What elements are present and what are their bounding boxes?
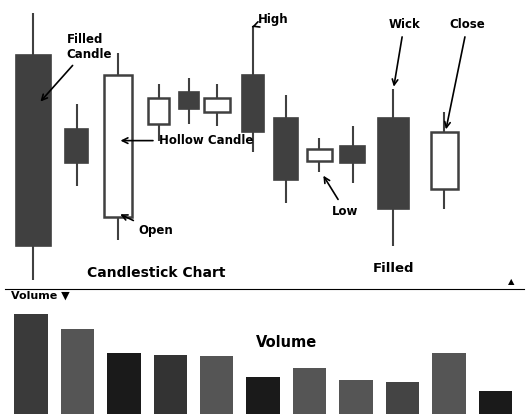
- Bar: [340, 146, 365, 163]
- Bar: [200, 356, 233, 414]
- Text: Volume: Volume: [256, 334, 317, 349]
- Bar: [479, 390, 512, 414]
- Bar: [274, 118, 298, 181]
- Bar: [14, 314, 48, 414]
- Text: Hollow Candle: Hollow Candle: [122, 134, 253, 147]
- Text: Filled
Candle: Filled Candle: [42, 33, 112, 100]
- Text: Close: Close: [445, 18, 485, 127]
- Bar: [431, 132, 458, 189]
- Bar: [339, 380, 373, 414]
- Bar: [107, 353, 141, 414]
- Bar: [148, 98, 169, 124]
- Text: Low: Low: [324, 177, 359, 218]
- Bar: [153, 355, 187, 414]
- Bar: [66, 129, 88, 163]
- Text: High: High: [253, 13, 289, 27]
- Text: Filled: Filled: [372, 262, 414, 275]
- Text: Volume ▼: Volume ▼: [11, 291, 69, 301]
- Bar: [179, 92, 199, 110]
- Bar: [205, 98, 230, 112]
- Bar: [15, 55, 51, 246]
- Text: Open: Open: [122, 215, 173, 237]
- Bar: [386, 382, 419, 414]
- Bar: [247, 377, 280, 414]
- Bar: [242, 75, 263, 132]
- Text: ▲: ▲: [508, 277, 514, 285]
- Bar: [61, 329, 94, 414]
- Bar: [378, 118, 409, 209]
- Text: Wick: Wick: [388, 18, 420, 85]
- Bar: [104, 75, 132, 217]
- Text: Candlestick Chart: Candlestick Chart: [87, 266, 225, 280]
- Bar: [293, 368, 326, 414]
- Bar: [307, 149, 332, 161]
- Bar: [432, 353, 466, 414]
